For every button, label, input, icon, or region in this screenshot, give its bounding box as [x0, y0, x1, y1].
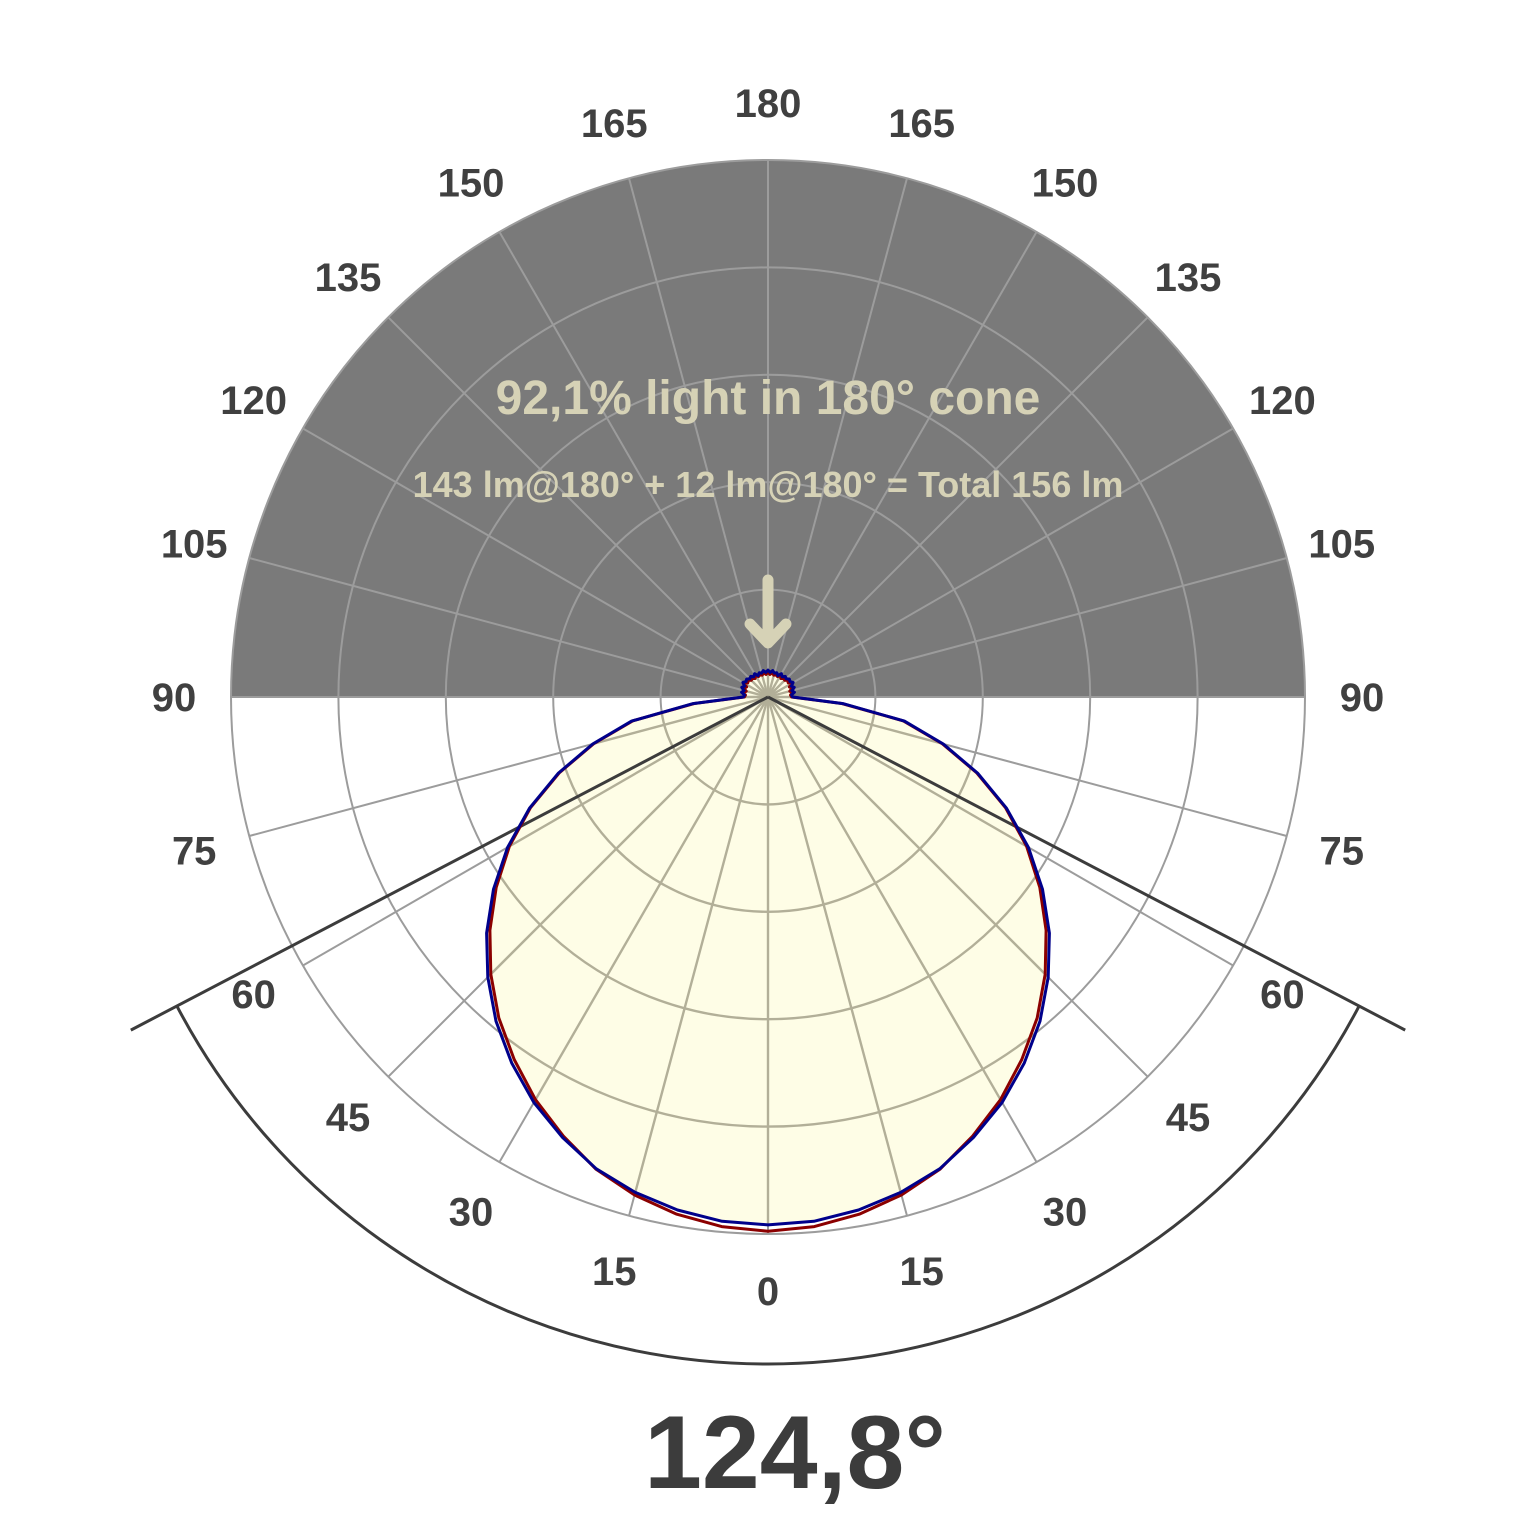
angle-tick-label: 30 [1043, 1190, 1088, 1234]
beam-angle-label: 124,8° [644, 1395, 946, 1511]
chart-subtitle: 143 lm@180° + 12 lm@180° = Total 156 lm [413, 464, 1124, 505]
angle-tick-label: 180 [735, 82, 802, 126]
grid-spoke [627, 696, 770, 1217]
angle-tick-label: 75 [172, 830, 217, 874]
grid-spoke [767, 557, 1287, 698]
beam-arc [175, 1005, 1361, 1366]
down-arrow-icon [744, 574, 792, 649]
angle-tick-label: 150 [438, 162, 505, 206]
angle-tick-label: 165 [581, 102, 648, 146]
angle-tick-label: 105 [161, 522, 228, 566]
grid-spoke [767, 695, 1050, 967]
angle-tick-label: 45 [1166, 1096, 1211, 1140]
angle-tick-label: 150 [1032, 162, 1099, 206]
angle-tick-label: 90 [152, 676, 197, 720]
grid-inside-fill [486, 670, 1050, 1225]
grid-spoke [766, 696, 909, 1217]
series-curves [485, 668, 1051, 1233]
angle-tick-label: 120 [1249, 379, 1316, 423]
grid-spoke [498, 696, 770, 1163]
beam-edge-line [767, 695, 1406, 1032]
grid-spoke [767, 696, 1050, 1078]
angle-tick-label: 105 [1308, 522, 1375, 566]
beam-edge-line [130, 695, 769, 1032]
angle-tick-label: 45 [326, 1096, 371, 1140]
grid-spoke [387, 316, 769, 698]
angle-tick-label: 30 [449, 1190, 494, 1234]
angle-tick-label: 15 [899, 1250, 944, 1294]
angle-tick-label: 90 [1340, 676, 1385, 720]
grid-spoke [486, 696, 769, 1078]
grid-spoke [767, 231, 1038, 698]
grid-spoke [767, 316, 1149, 698]
grid-spoke [486, 695, 769, 967]
angle-tick-label: 165 [888, 102, 955, 146]
series-curve [485, 668, 1051, 1227]
angle-labels: 0 15 15 30 30 45 45 60 60 75 75 90 90 105 105 120 120 135… [152, 82, 1385, 1314]
angle-tick-label: 0 [757, 1270, 779, 1314]
beam-angle-marker [130, 695, 1406, 1366]
angle-tick-label: 135 [1155, 256, 1222, 300]
angle-tick-label: 15 [592, 1250, 637, 1294]
angle-tick-label: 120 [220, 379, 287, 423]
grid-spoke [628, 178, 769, 698]
angle-tick-label: 60 [1260, 973, 1305, 1017]
grid-spoke [766, 696, 1038, 1163]
grid-spoke [498, 231, 769, 698]
angle-tick-label: 60 [231, 973, 276, 1017]
grid-spoke [767, 178, 908, 698]
chart-title: 92,1% light in 180° cone [496, 372, 1041, 425]
angle-tick-label: 75 [1320, 830, 1365, 874]
grid-spoke [249, 557, 769, 698]
angle-tick-label: 135 [315, 256, 382, 300]
grid-spoke [767, 427, 1234, 698]
grid-spoke [302, 427, 769, 698]
